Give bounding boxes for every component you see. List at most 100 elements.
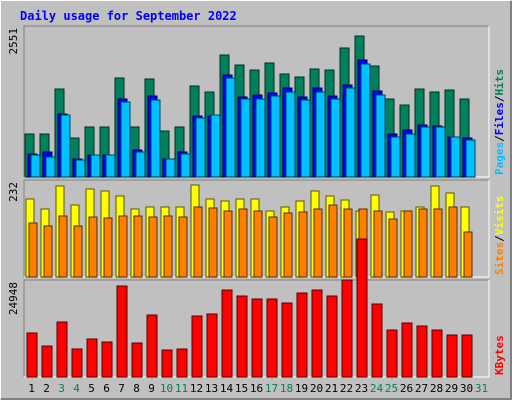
bar-sites-day-13 — [208, 207, 218, 278]
bar-pages-day-23 — [360, 63, 371, 178]
bar-kbytes-day-10 — [161, 349, 173, 378]
bar-kbytes-day-14 — [221, 289, 233, 378]
bar-kbytes-day-25 — [386, 329, 398, 378]
side-legend: KBytes — [493, 335, 506, 375]
bar-pages-day-29 — [450, 136, 461, 178]
x-tick-label: 18 — [280, 382, 293, 395]
x-tick-label: 11 — [175, 382, 188, 395]
bar-kbytes-day-2 — [41, 345, 53, 378]
legend-pages: Pages — [493, 142, 506, 175]
bar-kbytes-day-4 — [71, 348, 83, 378]
x-tick-label: 31 — [475, 382, 488, 395]
bar-pages-day-24 — [375, 94, 386, 178]
bar-pages-day-9 — [150, 99, 161, 178]
bar-kbytes-day-11 — [176, 348, 188, 378]
bar-kbytes-day-15 — [236, 295, 248, 378]
bar-pages-day-16 — [255, 98, 266, 178]
x-tick-label: 23 — [355, 382, 368, 395]
bar-pages-day-13 — [210, 114, 221, 178]
bar-sites-day-11 — [178, 216, 188, 278]
bar-kbytes-day-28 — [431, 329, 443, 378]
x-tick-label: 26 — [400, 382, 413, 395]
x-tick-label: 22 — [340, 382, 353, 395]
x-tick-label: 9 — [148, 382, 155, 395]
x-tick-label: 29 — [445, 382, 458, 395]
panel-middle: 232 Sites/Visits — [7, 179, 506, 278]
bar-kbytes-day-18 — [281, 302, 293, 378]
bar-pages-day-28 — [435, 126, 446, 178]
bar-kbytes-day-26 — [401, 322, 413, 378]
x-tick-label: 13 — [205, 382, 218, 395]
bar-sites-day-26 — [403, 210, 413, 278]
x-tick-label: 14 — [220, 382, 234, 395]
bar-pages-day-2 — [45, 156, 56, 178]
bar-sites-day-22 — [343, 208, 353, 278]
x-tick-label: 4 — [73, 382, 80, 395]
bar-kbytes-day-17 — [266, 298, 278, 378]
bar-sites-day-1 — [28, 222, 38, 278]
x-tick-label: 10 — [160, 382, 173, 395]
x-tick-label: 16 — [250, 382, 263, 395]
bar-pages-day-4 — [75, 159, 86, 178]
bar-pages-day-1 — [30, 154, 41, 178]
x-tick-label: 2 — [43, 382, 50, 395]
bar-sites-day-24 — [373, 210, 383, 278]
bar-kbytes-day-13 — [206, 313, 218, 378]
side-legend: Pages/Files/Hits — [493, 69, 506, 175]
chart-panels: 2551Pages/Files/Hits232Sites/Visits24948… — [7, 25, 506, 378]
legend-kbytes: KBytes — [493, 335, 506, 375]
y-max-label: 2551 — [7, 28, 20, 55]
bar-kbytes-day-23 — [356, 238, 368, 378]
bar-sites-day-5 — [88, 216, 98, 278]
bar-pages-day-10 — [165, 158, 176, 178]
bar-pages-day-18 — [285, 91, 296, 178]
bar-sites-day-25 — [388, 218, 398, 278]
bar-kbytes-day-22 — [341, 279, 353, 378]
legend-visits: Visits — [493, 196, 506, 236]
bar-pages-day-26 — [405, 133, 416, 178]
x-tick-label: 27 — [415, 382, 428, 395]
x-tick-label: 5 — [88, 382, 95, 395]
x-tick-label: 28 — [430, 382, 443, 395]
bar-pages-day-21 — [330, 98, 341, 178]
bar-kbytes-day-19 — [296, 292, 308, 378]
bar-pages-day-6 — [105, 154, 116, 178]
bar-sites-day-3 — [58, 215, 68, 278]
bar-kbytes-day-6 — [101, 341, 113, 378]
bar-kbytes-day-21 — [326, 295, 338, 378]
bar-kbytes-day-9 — [146, 314, 158, 378]
bar-pages-day-25 — [390, 136, 401, 178]
bar-pages-day-14 — [225, 77, 236, 178]
bar-pages-day-5 — [90, 154, 101, 178]
x-axis-labels: 1 2 3 4 5 6 7 8 9 10 11 12 13 14 15 16 17 18 19 20 21 22 23 24 2… — [28, 382, 488, 395]
bar-kbytes-day-8 — [131, 342, 143, 378]
legend-separator: / — [493, 135, 506, 142]
x-tick-label: 1 — [28, 382, 35, 395]
bar-sites-day-27 — [418, 208, 428, 278]
bar-sites-day-17 — [268, 216, 278, 278]
panel-bottom: 24948 KBytes — [7, 238, 506, 378]
x-tick-label: 12 — [190, 382, 203, 395]
bar-pages-day-17 — [270, 95, 281, 178]
bar-sites-day-4 — [73, 225, 83, 278]
bar-pages-day-22 — [345, 87, 356, 178]
side-legend: Sites/Visits — [493, 196, 506, 276]
bar-kbytes-day-30 — [461, 334, 473, 378]
y-max-label: 24948 — [7, 282, 20, 315]
x-tick-label: 25 — [385, 382, 398, 395]
legend-sites: Sites — [493, 242, 506, 275]
bar-sites-day-18 — [283, 212, 293, 278]
x-tick-label: 3 — [58, 382, 65, 395]
bar-pages-day-19 — [300, 99, 311, 178]
bar-pages-day-7 — [120, 101, 131, 178]
bar-pages-day-8 — [135, 151, 146, 178]
bar-pages-day-27 — [420, 126, 431, 178]
legend-hits: Hits — [493, 69, 506, 96]
bar-sites-day-7 — [118, 215, 128, 278]
bar-kbytes-day-27 — [416, 325, 428, 378]
x-tick-label: 20 — [310, 382, 323, 395]
bar-pages-day-15 — [240, 98, 251, 178]
